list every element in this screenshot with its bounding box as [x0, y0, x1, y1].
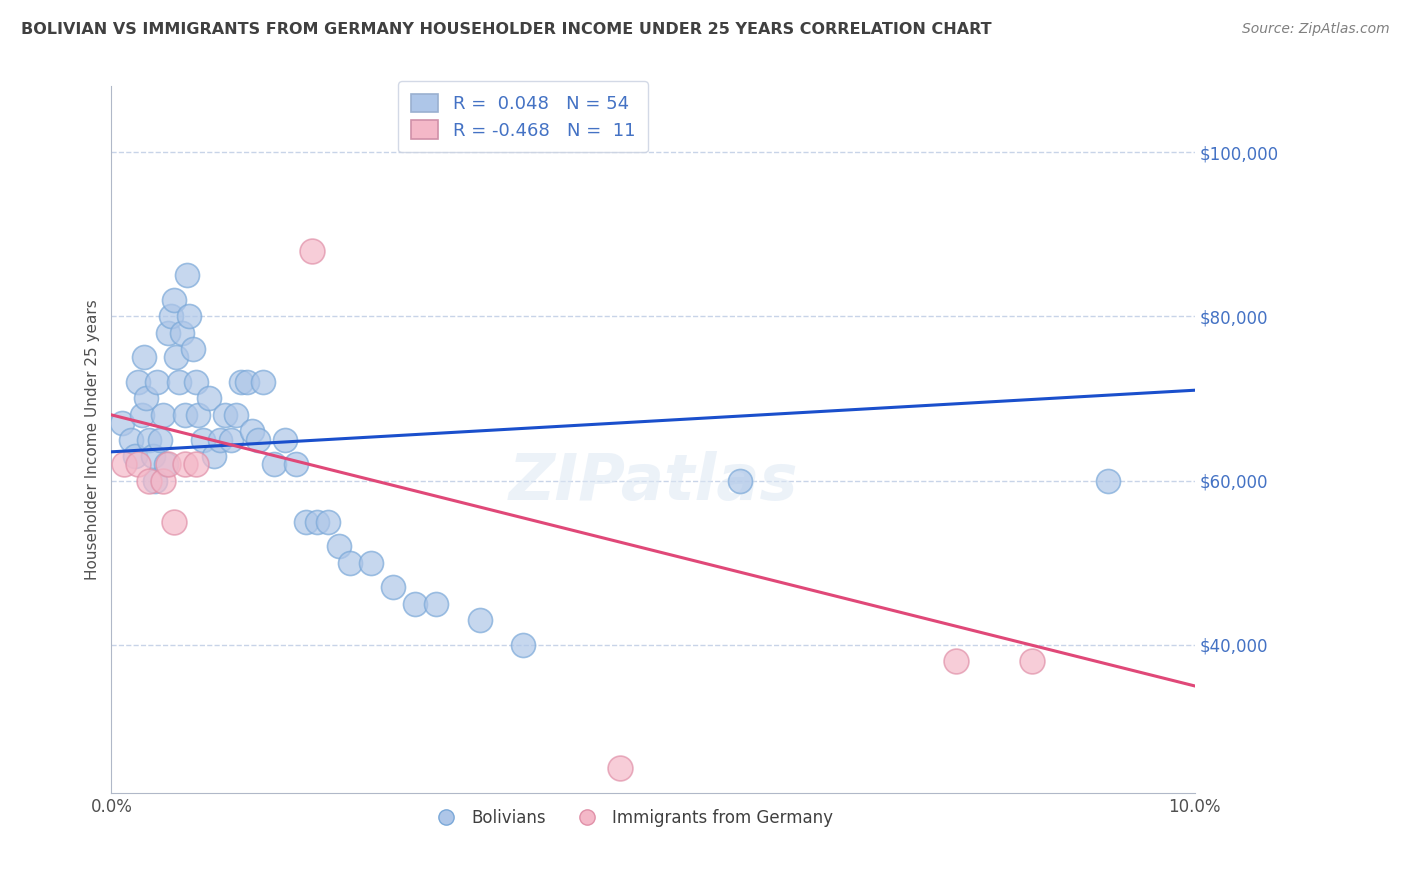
- Point: [176, 268, 198, 283]
- Point: [246, 433, 269, 447]
- Point: [135, 392, 157, 406]
- Point: [512, 638, 534, 652]
- Point: [198, 392, 221, 406]
- Point: [156, 457, 179, 471]
- Point: [120, 433, 142, 447]
- Point: [225, 408, 247, 422]
- Point: [1097, 474, 1119, 488]
- Point: [202, 449, 225, 463]
- Point: [316, 515, 339, 529]
- Point: [143, 474, 166, 488]
- Point: [142, 449, 165, 463]
- Point: [132, 351, 155, 365]
- Point: [307, 515, 329, 529]
- Point: [382, 580, 405, 594]
- Point: [152, 408, 174, 422]
- Point: [138, 474, 160, 488]
- Point: [214, 408, 236, 422]
- Point: [156, 326, 179, 340]
- Y-axis label: Householder Income Under 25 years: Householder Income Under 25 years: [86, 299, 100, 580]
- Point: [236, 375, 259, 389]
- Text: Source: ZipAtlas.com: Source: ZipAtlas.com: [1241, 22, 1389, 37]
- Point: [127, 375, 149, 389]
- Text: ZIPatlas: ZIPatlas: [508, 450, 797, 513]
- Point: [404, 597, 426, 611]
- Point: [301, 244, 323, 258]
- Point: [174, 457, 197, 471]
- Point: [425, 597, 447, 611]
- Point: [187, 408, 209, 422]
- Point: [240, 425, 263, 439]
- Point: [152, 474, 174, 488]
- Text: BOLIVIAN VS IMMIGRANTS FROM GERMANY HOUSEHOLDER INCOME UNDER 25 YEARS CORRELATIO: BOLIVIAN VS IMMIGRANTS FROM GERMANY HOUS…: [21, 22, 991, 37]
- Legend: Bolivians, Immigrants from Germany: Bolivians, Immigrants from Germany: [423, 803, 839, 834]
- Point: [163, 293, 186, 307]
- Point: [284, 457, 307, 471]
- Point: [149, 433, 172, 447]
- Point: [163, 515, 186, 529]
- Point: [728, 474, 751, 488]
- Point: [219, 433, 242, 447]
- Point: [184, 457, 207, 471]
- Point: [165, 351, 187, 365]
- Point: [112, 457, 135, 471]
- Point: [184, 375, 207, 389]
- Point: [174, 408, 197, 422]
- Point: [295, 515, 318, 529]
- Point: [360, 556, 382, 570]
- Point: [252, 375, 274, 389]
- Point: [208, 433, 231, 447]
- Point: [124, 449, 146, 463]
- Point: [231, 375, 253, 389]
- Point: [160, 310, 183, 324]
- Point: [328, 539, 350, 553]
- Point: [131, 408, 153, 422]
- Point: [193, 433, 215, 447]
- Point: [170, 326, 193, 340]
- Point: [1021, 654, 1043, 668]
- Point: [111, 416, 134, 430]
- Point: [179, 310, 201, 324]
- Point: [263, 457, 285, 471]
- Point: [181, 342, 204, 356]
- Point: [138, 433, 160, 447]
- Point: [155, 457, 177, 471]
- Point: [339, 556, 361, 570]
- Point: [273, 433, 295, 447]
- Point: [945, 654, 967, 668]
- Point: [468, 613, 491, 627]
- Point: [167, 375, 190, 389]
- Point: [609, 761, 631, 775]
- Point: [146, 375, 169, 389]
- Point: [127, 457, 149, 471]
